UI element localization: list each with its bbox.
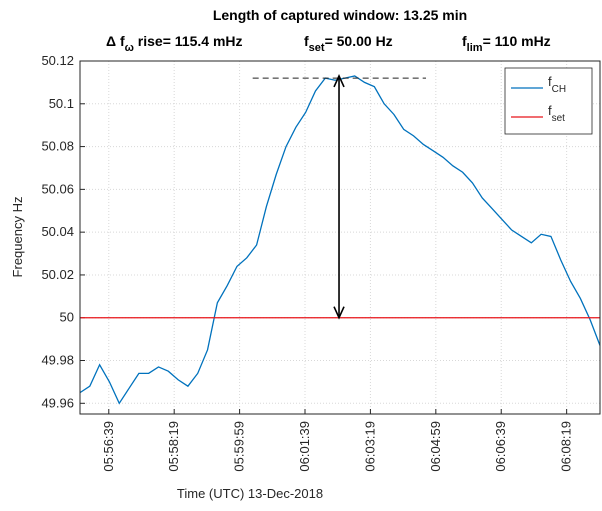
x-tick-label: 05:56:39 (101, 421, 116, 472)
legend-label: fset (548, 103, 565, 124)
subtitle: fset= 50.00 Hz (304, 33, 393, 54)
subtitle-subscript: ω (125, 42, 134, 54)
subtitle-text: f (304, 33, 309, 49)
y-tick-label: 50.1 (49, 96, 74, 111)
subtitle-text: rise= 115.4 mHz (134, 33, 243, 49)
subtitle-text: = 50.00 Hz (325, 33, 393, 49)
legend-name: f (548, 103, 552, 118)
legend-subscript: set (552, 113, 566, 124)
x-tick-label: 06:06:39 (493, 421, 508, 472)
legend-label: fCH (548, 74, 566, 95)
y-tick-label: 50.04 (41, 224, 74, 239)
subtitle: Δ fω rise= 115.4 mHz (106, 33, 243, 54)
y-tick-label: 50.06 (41, 181, 74, 196)
y-tick-label: 49.98 (41, 353, 74, 368)
y-tick-label: 50.02 (41, 267, 74, 282)
legend-subscript: CH (552, 84, 566, 95)
x-tick-label: 05:58:19 (166, 421, 181, 472)
x-tick-label: 06:03:19 (362, 421, 377, 472)
x-axis-label: Time (UTC) 13-Dec-2018 (177, 486, 323, 501)
x-tick-label: 06:01:39 (297, 421, 312, 472)
subtitle-subscript: set (309, 42, 325, 54)
legend-name: f (548, 74, 552, 89)
arrow-head (333, 306, 345, 320)
y-tick-label: 49.96 (41, 395, 74, 410)
x-tick-label: 06:04:59 (428, 421, 443, 472)
x-tick-label: 05:59:59 (232, 421, 247, 472)
plot-frame (79, 60, 601, 415)
y-tick-label: 50.08 (41, 139, 74, 154)
y-tick-label: 50.12 (41, 53, 74, 68)
chart-title: Length of captured window: 13.25 min (213, 7, 467, 23)
subtitle-text: Δ f (106, 33, 125, 49)
subtitle: flim= 110 mHz (462, 33, 551, 54)
y-axis-label: Frequency Hz (10, 197, 25, 278)
x-tick-label: 06:08:19 (559, 421, 574, 472)
subtitle-text: = 110 mHz (483, 33, 551, 49)
subtitle-text: f (462, 33, 467, 49)
arrow-head (333, 74, 345, 88)
subtitle-subscript: lim (467, 42, 483, 54)
y-tick-label: 50 (60, 310, 74, 325)
legend-box (504, 67, 593, 135)
